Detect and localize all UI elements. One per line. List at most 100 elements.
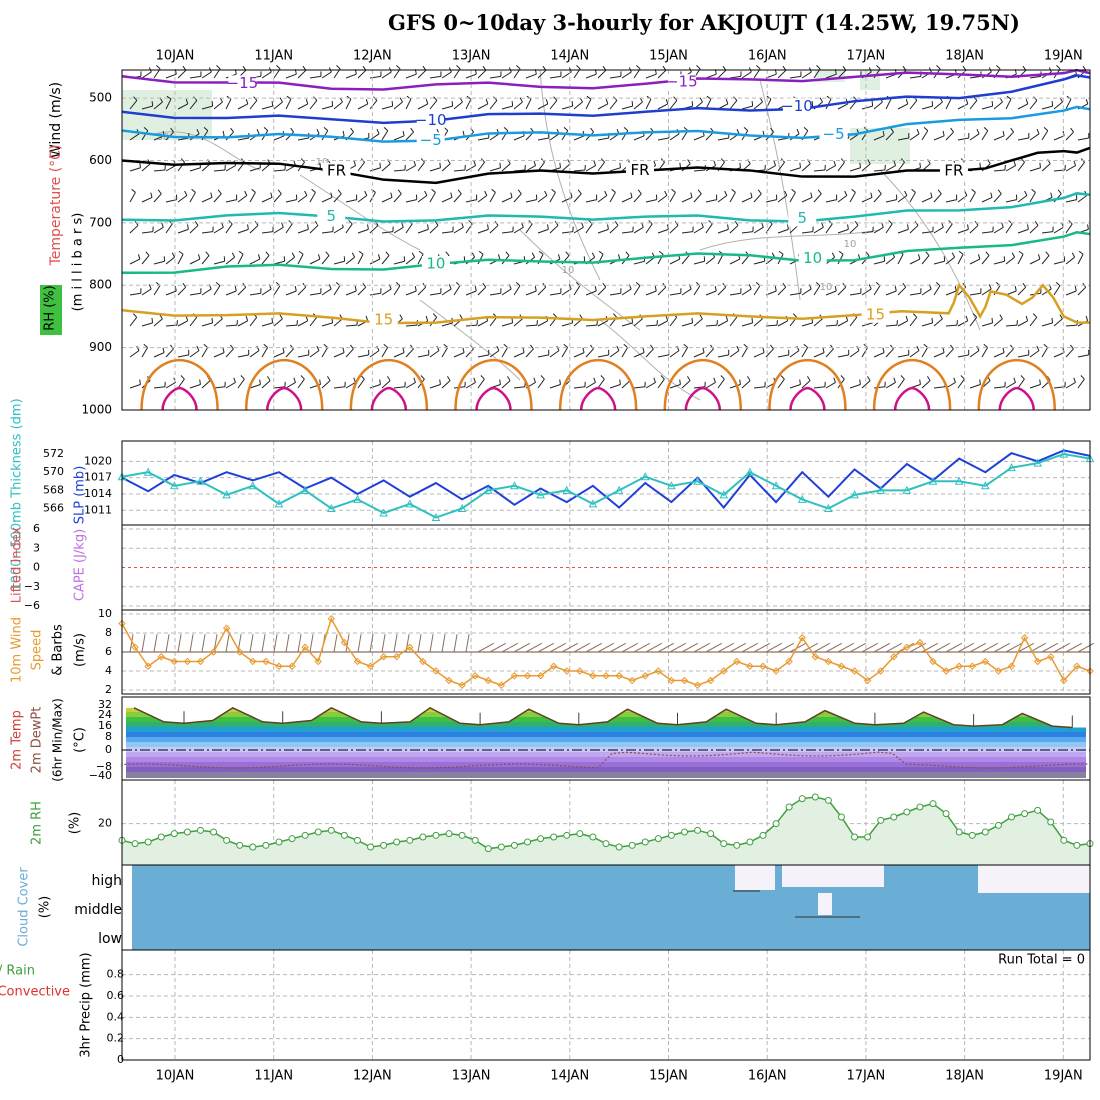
wind-barb xyxy=(645,382,656,389)
li-y-tick: 3 xyxy=(33,541,40,554)
wind-barb-tick xyxy=(267,376,271,381)
wind-barb xyxy=(1077,195,1088,203)
cloud-level-low: low xyxy=(98,931,122,947)
wind10-barb xyxy=(1053,642,1071,653)
wind-barb xyxy=(237,228,249,234)
wind10-barb xyxy=(753,642,771,653)
wind-barb-tick xyxy=(971,188,976,193)
wind-barb-tick xyxy=(725,315,729,321)
wind-barb xyxy=(681,322,693,327)
wind-barb xyxy=(669,258,681,265)
wind-barb-tick xyxy=(817,189,822,195)
upper-y-tick: 500 xyxy=(89,91,112,105)
wind-barb xyxy=(129,133,140,141)
rh-point xyxy=(327,826,335,834)
isotherm-label-bg xyxy=(939,162,968,179)
wind-barb-tick xyxy=(313,96,318,101)
wind-barb-tick xyxy=(471,252,476,258)
wind-barb xyxy=(561,322,573,327)
wind-barb xyxy=(981,197,993,203)
wind10-barb xyxy=(573,642,591,653)
temp-y-tick: 32 xyxy=(98,698,112,711)
wind-barb xyxy=(801,231,813,234)
rh-point xyxy=(393,838,401,846)
wind-barb xyxy=(633,193,642,203)
wind-barb xyxy=(873,226,884,234)
wind-barb-tick xyxy=(185,99,189,105)
wind-barb xyxy=(681,288,692,296)
wind-barb xyxy=(813,285,821,296)
wind10-barb xyxy=(993,642,1011,653)
wind-barb-tick xyxy=(1073,160,1077,166)
wind-barb xyxy=(201,347,209,358)
wind-barb xyxy=(801,380,811,389)
wind-barb xyxy=(585,165,596,172)
wind-barb-tick xyxy=(547,224,549,230)
chart-title: GFS 0~10day 3-hourly for AKJOUJT (14.25W… xyxy=(388,10,1020,35)
wind-barb xyxy=(237,254,244,265)
wind-barb-tick xyxy=(997,189,1002,195)
wind-barb-tick xyxy=(702,347,705,353)
wind-barb xyxy=(189,258,201,265)
wind-barb xyxy=(189,384,201,389)
wind-barb-tick xyxy=(563,126,569,132)
wind-barb xyxy=(165,199,177,203)
wind-barb xyxy=(405,165,416,172)
wind-barb xyxy=(141,105,153,110)
wind-barb xyxy=(597,286,607,296)
wind10-barb xyxy=(1065,642,1083,653)
wind-barb xyxy=(873,135,885,141)
wind-barb-tick xyxy=(510,192,513,198)
wind-barb xyxy=(729,100,738,110)
wind-barb xyxy=(897,103,908,110)
rh-point xyxy=(1073,841,1081,849)
isotherm-25-bump xyxy=(265,386,303,411)
wind-barb xyxy=(1041,322,1053,327)
wind-barb-tick xyxy=(182,282,187,288)
wind-barb xyxy=(345,290,357,296)
wind-barb-tick xyxy=(625,251,630,256)
wind-barb-tick xyxy=(807,376,811,381)
rh-point xyxy=(667,831,675,839)
wind-barb xyxy=(825,199,837,203)
wind-barb xyxy=(237,354,249,358)
wind-barb-tick xyxy=(148,284,152,290)
date-label-bottom: 14JAN xyxy=(550,1069,589,1084)
wind-barb xyxy=(393,226,404,234)
wind-barb-tick xyxy=(431,188,436,193)
wind-barb xyxy=(957,195,968,203)
wind-barb-tick xyxy=(1025,99,1029,105)
wind-barb xyxy=(825,223,833,234)
isotherm-label: 10 xyxy=(426,255,445,273)
wind-barb xyxy=(549,384,561,389)
rh-point xyxy=(837,813,845,821)
isotherm--15 xyxy=(121,68,1091,91)
wind-barb-tick xyxy=(923,343,928,348)
wind-barb xyxy=(993,386,1005,389)
wind-barb-tick xyxy=(1051,317,1054,323)
wind-barb-tick xyxy=(840,375,845,380)
wind-barb-tick xyxy=(145,251,150,256)
wind-barb xyxy=(165,256,175,265)
wind-barb xyxy=(177,69,187,79)
wind-barb xyxy=(753,226,764,234)
wind-barb-tick xyxy=(756,65,761,70)
wind-barb xyxy=(573,169,585,172)
wind-barb xyxy=(333,285,341,296)
wind-barb xyxy=(693,193,702,203)
wind-barb-tick xyxy=(151,317,154,323)
wind-barb-tick xyxy=(905,99,909,105)
wind-barb-tick xyxy=(131,188,136,193)
wind-barb xyxy=(1005,223,1013,234)
wind-barb-tick xyxy=(942,347,945,353)
wind-barb xyxy=(849,192,856,203)
wind-barb xyxy=(1077,286,1087,296)
wind-barb-tick xyxy=(330,192,333,198)
wind-speed-point xyxy=(589,672,597,680)
isotherm-label: 5 xyxy=(797,209,807,227)
rh-point xyxy=(981,828,989,836)
wind-barb xyxy=(633,285,641,296)
wind-barb-tick xyxy=(170,127,174,133)
wind-barb xyxy=(993,318,1003,327)
